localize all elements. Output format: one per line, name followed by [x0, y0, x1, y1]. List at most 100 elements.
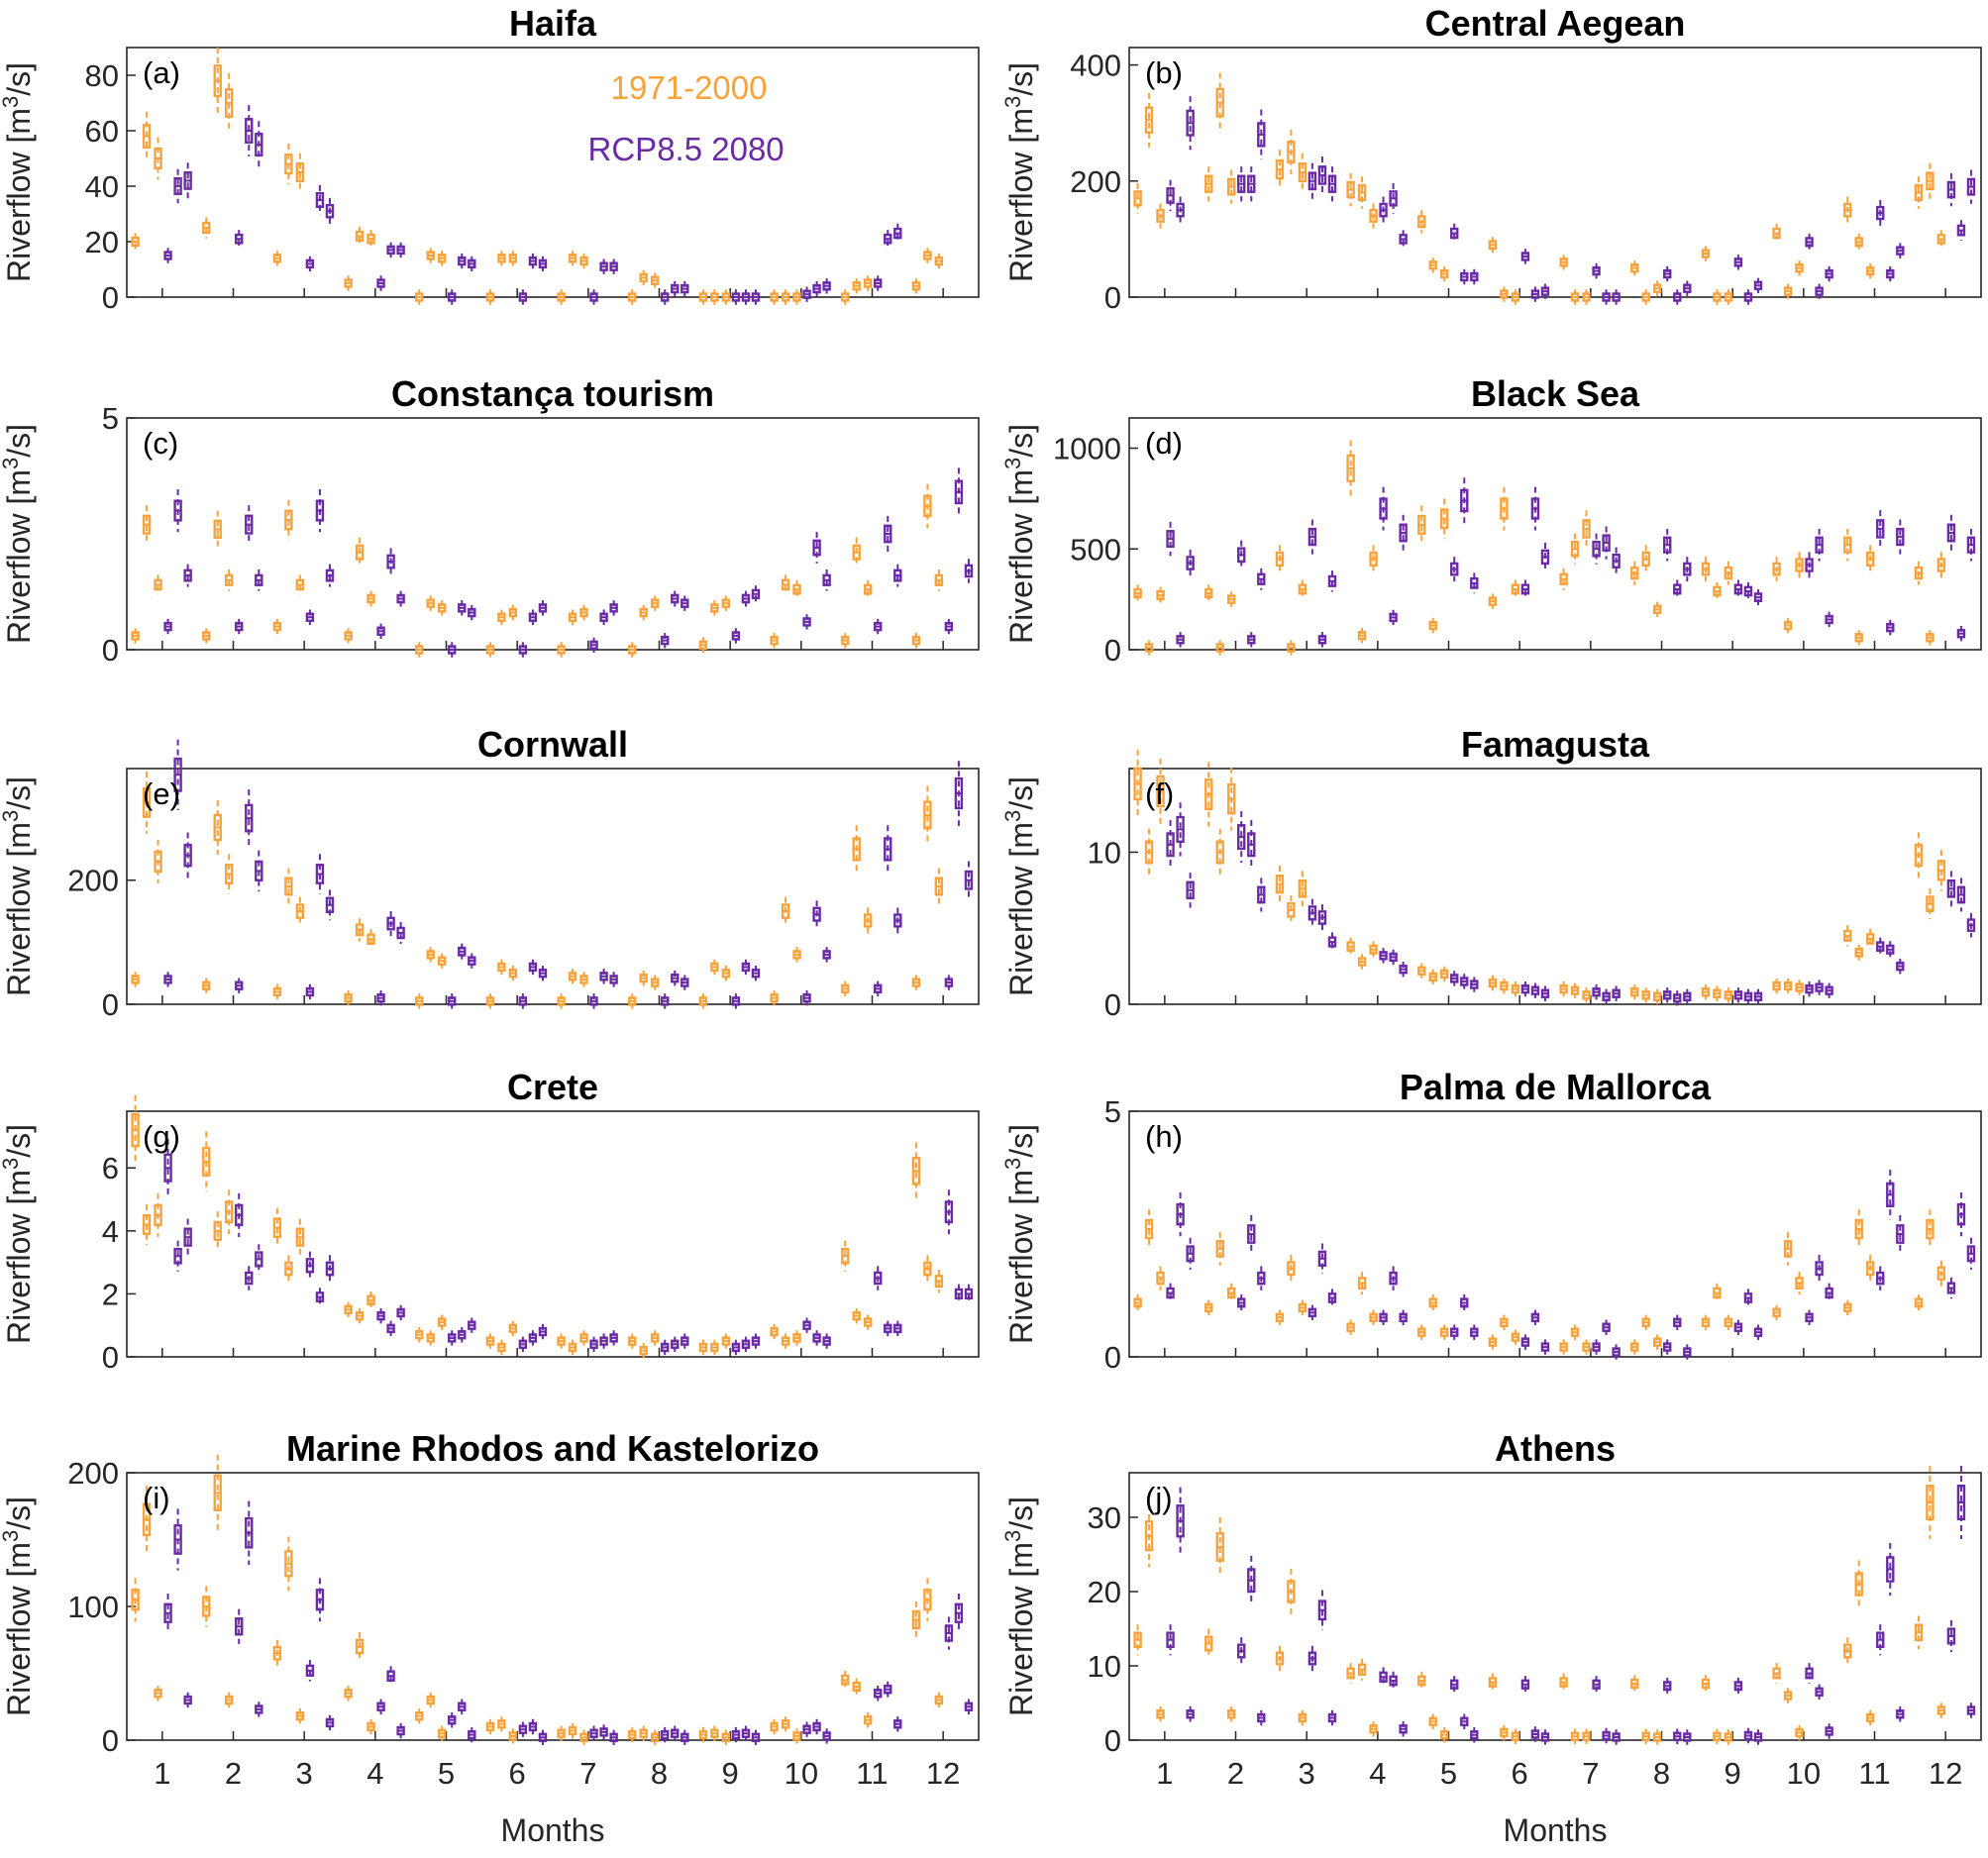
box-1971-2000 — [415, 1708, 424, 1724]
box-rcp85-2080 — [1966, 169, 1976, 204]
box-rcp85-2080 — [1825, 611, 1833, 628]
box-1971-2000 — [1582, 1339, 1591, 1355]
axes-frame — [126, 1472, 980, 1741]
y-axis-label: Riverflow [m3/s] — [1000, 1497, 1040, 1716]
box-1971-2000 — [923, 785, 932, 845]
box-1971-2000 — [1357, 1658, 1367, 1681]
box-rcp85-2080 — [1663, 1677, 1672, 1695]
box-rcp85-2080 — [1176, 802, 1185, 857]
box-rcp85-2080 — [1166, 521, 1175, 557]
y-tick-label: 0 — [102, 987, 119, 1022]
box-rcp85-2080 — [538, 1323, 548, 1340]
box-1971-2000 — [1652, 988, 1662, 1005]
box-1971-2000 — [934, 1692, 944, 1708]
box-rcp85-2080 — [1247, 1214, 1256, 1254]
box-rcp85-2080 — [1946, 514, 1956, 552]
box-rcp85-2080 — [1389, 949, 1398, 966]
box-1971-2000 — [142, 772, 152, 834]
box-rcp85-2080 — [1733, 255, 1743, 270]
box-1971-2000 — [557, 1333, 566, 1349]
box-1971-2000 — [438, 251, 447, 266]
box-1971-2000 — [1724, 987, 1733, 1003]
box-rcp85-2080 — [376, 623, 385, 639]
box-1971-2000 — [154, 574, 162, 595]
box-1971-2000 — [1570, 982, 1580, 998]
box-1971-2000 — [923, 1578, 932, 1622]
box-rcp85-2080 — [315, 184, 325, 216]
box-rcp85-2080 — [235, 230, 244, 249]
legend-entry: RCP8.5 2080 — [588, 131, 785, 167]
box-1971-2000 — [923, 248, 932, 263]
box-1971-2000 — [781, 896, 790, 926]
box-rcp85-2080 — [822, 947, 831, 963]
box-1971-2000 — [154, 1686, 162, 1702]
box-rcp85-2080 — [884, 515, 892, 553]
box-1971-2000 — [1783, 978, 1793, 994]
box-1971-2000 — [1936, 230, 1946, 249]
box-1971-2000 — [497, 1339, 506, 1356]
box-1971-2000 — [770, 1718, 779, 1735]
box-1971-2000 — [1783, 617, 1793, 634]
box-rcp85-2080 — [802, 286, 811, 302]
box-rcp85-2080 — [1460, 974, 1469, 989]
box-1971-2000 — [1204, 166, 1213, 202]
panel-title: Cornwall — [477, 724, 628, 765]
box-1971-2000 — [934, 868, 944, 905]
box-1971-2000 — [202, 1586, 211, 1627]
box-rcp85-2080 — [376, 1307, 385, 1324]
box-rcp85-2080 — [1450, 223, 1459, 244]
box-1971-2000 — [295, 896, 305, 926]
box-1971-2000 — [568, 1339, 577, 1356]
box-rcp85-2080 — [954, 1593, 964, 1633]
box-rcp85-2080 — [1317, 632, 1327, 648]
box-rcp85-2080 — [386, 1666, 395, 1687]
box-rcp85-2080 — [1470, 1324, 1479, 1340]
box-1971-2000 — [1417, 1671, 1426, 1691]
x-tick-label: 4 — [1369, 1756, 1386, 1791]
box-1971-2000 — [628, 289, 637, 305]
box-1971-2000 — [224, 854, 234, 894]
box-rcp85-2080 — [1966, 528, 1976, 562]
box-1971-2000 — [1713, 1283, 1722, 1303]
x-tick-label: 6 — [1512, 1756, 1528, 1791]
box-rcp85-2080 — [376, 1699, 385, 1714]
box-1971-2000 — [639, 604, 648, 621]
box-rcp85-2080 — [528, 1330, 538, 1346]
box-1971-2000 — [508, 1320, 518, 1337]
box-1971-2000 — [1144, 1209, 1154, 1249]
box-rcp85-2080 — [1612, 1344, 1621, 1360]
box-1971-2000 — [497, 609, 506, 625]
box-1971-2000 — [852, 537, 861, 568]
box-1971-2000 — [1511, 1728, 1520, 1744]
box-rcp85-2080 — [680, 1729, 689, 1745]
box-1971-2000 — [1369, 941, 1378, 959]
box-1971-2000 — [426, 248, 435, 263]
x-tick-label: 10 — [1787, 1756, 1821, 1791]
box-1971-2000 — [1582, 289, 1591, 305]
box-1971-2000 — [415, 642, 424, 658]
box-1971-2000 — [1204, 1628, 1213, 1659]
box-rcp85-2080 — [1520, 249, 1530, 264]
box-rcp85-2080 — [1379, 948, 1388, 964]
box-1971-2000 — [1439, 1324, 1449, 1340]
box-rcp85-2080 — [468, 256, 476, 272]
box-rcp85-2080 — [751, 1333, 761, 1349]
box-rcp85-2080 — [874, 618, 883, 635]
box-1971-2000 — [1204, 1299, 1213, 1316]
box-1971-2000 — [272, 251, 282, 266]
box-1971-2000 — [426, 1330, 435, 1346]
box-1971-2000 — [224, 1692, 234, 1708]
box-1971-2000 — [284, 1536, 293, 1592]
box-1971-2000 — [698, 289, 708, 305]
y-tick-label: 200 — [1070, 164, 1121, 199]
box-1971-2000 — [1275, 1309, 1285, 1326]
panel-h: Palma de Mallorca 0 5 (h) Riverflow [m3/s] — [1000, 1067, 1982, 1375]
box-1971-2000 — [852, 1307, 861, 1324]
box-1971-2000 — [1926, 162, 1935, 199]
box-rcp85-2080 — [1592, 1339, 1601, 1355]
box-1971-2000 — [721, 965, 731, 981]
box-rcp85-2080 — [1389, 1671, 1398, 1691]
box-1971-2000 — [1428, 258, 1437, 273]
box-1971-2000 — [497, 1716, 506, 1732]
box-rcp85-2080 — [1592, 533, 1601, 565]
